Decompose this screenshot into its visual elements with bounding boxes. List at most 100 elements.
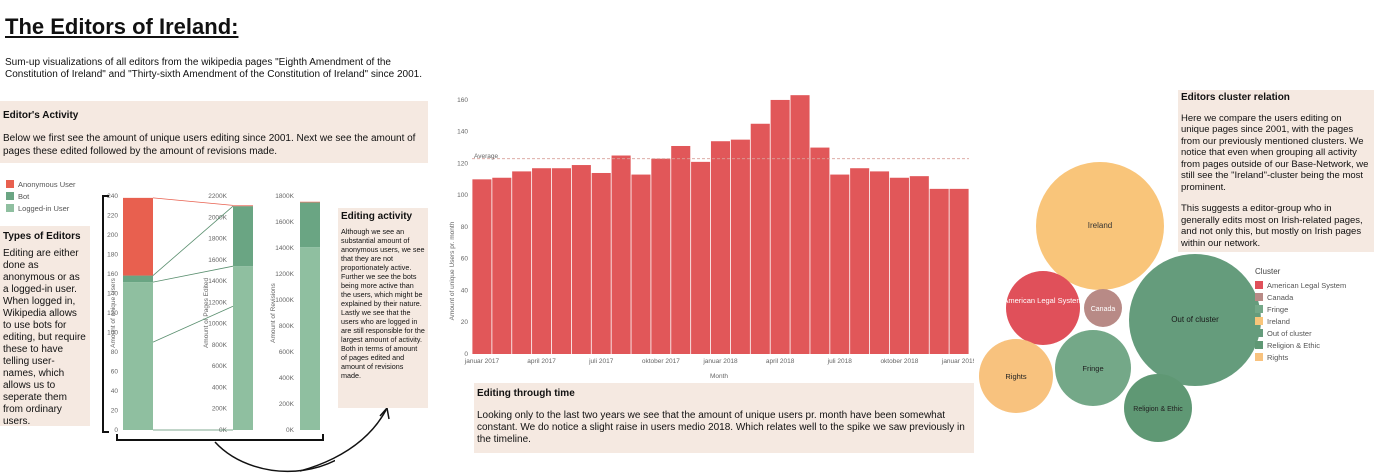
month-bar[interactable]: [532, 168, 552, 354]
cluster-relation-title: Editors cluster relation: [1181, 92, 1290, 103]
month-bar[interactable]: [889, 177, 909, 354]
legend-swatch-religion: [1255, 341, 1263, 349]
y-tick-label: 120: [457, 160, 468, 167]
tick-label: 1600K: [208, 257, 227, 264]
tick-label: 1800K: [208, 236, 227, 243]
stack-bar-anonymous-user[interactable]: [233, 205, 253, 207]
bubble-label-rights: Rights: [1005, 372, 1027, 381]
month-bar[interactable]: [870, 171, 890, 354]
month-bar[interactable]: [750, 123, 770, 355]
legend-item-rights[interactable]: Rights: [1255, 351, 1346, 363]
bracket-left: [102, 195, 109, 433]
legend-item-bot[interactable]: Bot: [6, 190, 76, 202]
month-bar[interactable]: [512, 171, 532, 354]
cluster-relation-p2: This suggests a editor-group who in gene…: [1181, 203, 1363, 249]
month-bar[interactable]: [492, 177, 512, 354]
tick-label: 80: [111, 349, 119, 356]
bubble-out-of-cluster[interactable]: [1129, 254, 1261, 386]
bubble-label-religion: Religion & Ethic: [1133, 406, 1183, 413]
bubble-rights[interactable]: [979, 339, 1053, 413]
x-tick-label: oktober 2018: [880, 358, 918, 365]
stack-bar-anonymous-user[interactable]: [300, 201, 320, 203]
month-bar[interactable]: [850, 168, 870, 354]
connector-line: [152, 205, 234, 276]
month-bar[interactable]: [551, 168, 571, 354]
types-of-editors-text: Editing are either done as anonymous or …: [3, 248, 86, 427]
month-bar[interactable]: [790, 95, 810, 355]
x-tick-label: april 2018: [766, 358, 795, 365]
month-bar[interactable]: [730, 139, 750, 354]
month-bar[interactable]: [949, 188, 969, 354]
month-bar[interactable]: [611, 155, 631, 354]
legend-item-ireland[interactable]: Ireland: [1255, 315, 1346, 327]
x-tick-label: juli 2017: [588, 358, 614, 365]
arrow-curve: [300, 409, 387, 472]
month-bar[interactable]: [571, 165, 591, 354]
types-of-editors-title: Types of Editors: [3, 231, 81, 242]
month-bar[interactable]: [830, 174, 850, 354]
tick-label: 120: [107, 310, 118, 317]
tick-label: 140: [107, 291, 118, 298]
stack-bar-logged-in-user[interactable]: [123, 282, 153, 430]
stack-bar-logged-in-user[interactable]: [233, 266, 253, 430]
legend-swatch-anonymous: [6, 180, 14, 188]
stack-bar-anonymous-user[interactable]: [123, 197, 153, 276]
stack-bar-bot[interactable]: [123, 275, 153, 283]
bubble-canada[interactable]: [1084, 289, 1122, 327]
y-tick-label: 140: [457, 129, 468, 136]
bubble-american-legal-system[interactable]: [1006, 271, 1080, 345]
month-bar[interactable]: [472, 179, 492, 354]
stack-bar-bot[interactable]: [233, 206, 253, 267]
legend-item-logged-in[interactable]: Logged-in User: [6, 202, 76, 214]
tick-label: 160: [107, 271, 118, 278]
month-bar[interactable]: [770, 99, 790, 354]
tick-label: 400K: [212, 384, 228, 391]
editing-activity-title: Editing activity: [341, 211, 413, 222]
tick-label: 1000K: [275, 297, 294, 304]
month-bar[interactable]: [591, 172, 611, 354]
month-bar[interactable]: [651, 158, 671, 354]
arrow-head: [379, 406, 390, 420]
legend-item-anonymous[interactable]: Anonymous User: [6, 178, 76, 190]
month-bar[interactable]: [909, 176, 929, 354]
tick-label: 0K: [286, 427, 295, 434]
stack-ylabel: Amount of unique Users: [110, 277, 117, 347]
legend-swatch-american: [1255, 281, 1263, 289]
month-bar[interactable]: [631, 174, 651, 354]
legend-item-religion-ethic[interactable]: Religion & Ethic: [1255, 339, 1346, 351]
monthly-ylabel: Amount of unique Users pr. month: [449, 221, 456, 320]
tick-label: 800K: [279, 323, 295, 330]
stack-bar-bot[interactable]: [300, 202, 320, 248]
stack-ylabel: Amount of Pages Edited: [203, 278, 210, 348]
month-bar[interactable]: [671, 145, 691, 354]
x-tick-label: januar 2017: [464, 358, 500, 365]
month-bar[interactable]: [691, 161, 711, 354]
editing-through-time-title: Editing through time: [477, 388, 575, 399]
tick-label: 200: [107, 232, 118, 239]
legend-item-american-legal-system[interactable]: American Legal System: [1255, 279, 1346, 291]
bracket-bottom: [116, 434, 324, 441]
bubble-religion-ethic[interactable]: [1124, 374, 1192, 442]
month-bar[interactable]: [929, 188, 949, 354]
tick-label: 40: [111, 388, 119, 395]
page-title: The Editors of Ireland:: [5, 14, 239, 39]
y-tick-label: 40: [461, 287, 469, 294]
month-bar[interactable]: [810, 147, 830, 354]
editors-activity-panel: Editor's Activity Below we first see the…: [0, 101, 428, 163]
tick-label: 200K: [212, 406, 228, 413]
legend-item-out-of-cluster[interactable]: Out of cluster: [1255, 327, 1346, 339]
legend-item-fringe[interactable]: Fringe: [1255, 303, 1346, 315]
legend-swatch-ireland: [1255, 317, 1263, 325]
month-bar[interactable]: [710, 141, 731, 354]
legend-swatch-bot: [6, 192, 14, 200]
bubble-ireland[interactable]: [1036, 162, 1164, 290]
bubble-fringe[interactable]: [1055, 330, 1131, 406]
y-tick-label: 160: [457, 97, 468, 104]
legend-item-canada[interactable]: Canada: [1255, 291, 1346, 303]
stack-bar-logged-in-user[interactable]: [300, 247, 320, 430]
tick-label: 400K: [279, 375, 295, 382]
bubble-label-canada: Canada: [1091, 306, 1116, 313]
editor-activity-charts: 240220200180160140120100806040200Amount …: [102, 193, 335, 473]
legend-swatch-logged-in: [6, 204, 14, 212]
